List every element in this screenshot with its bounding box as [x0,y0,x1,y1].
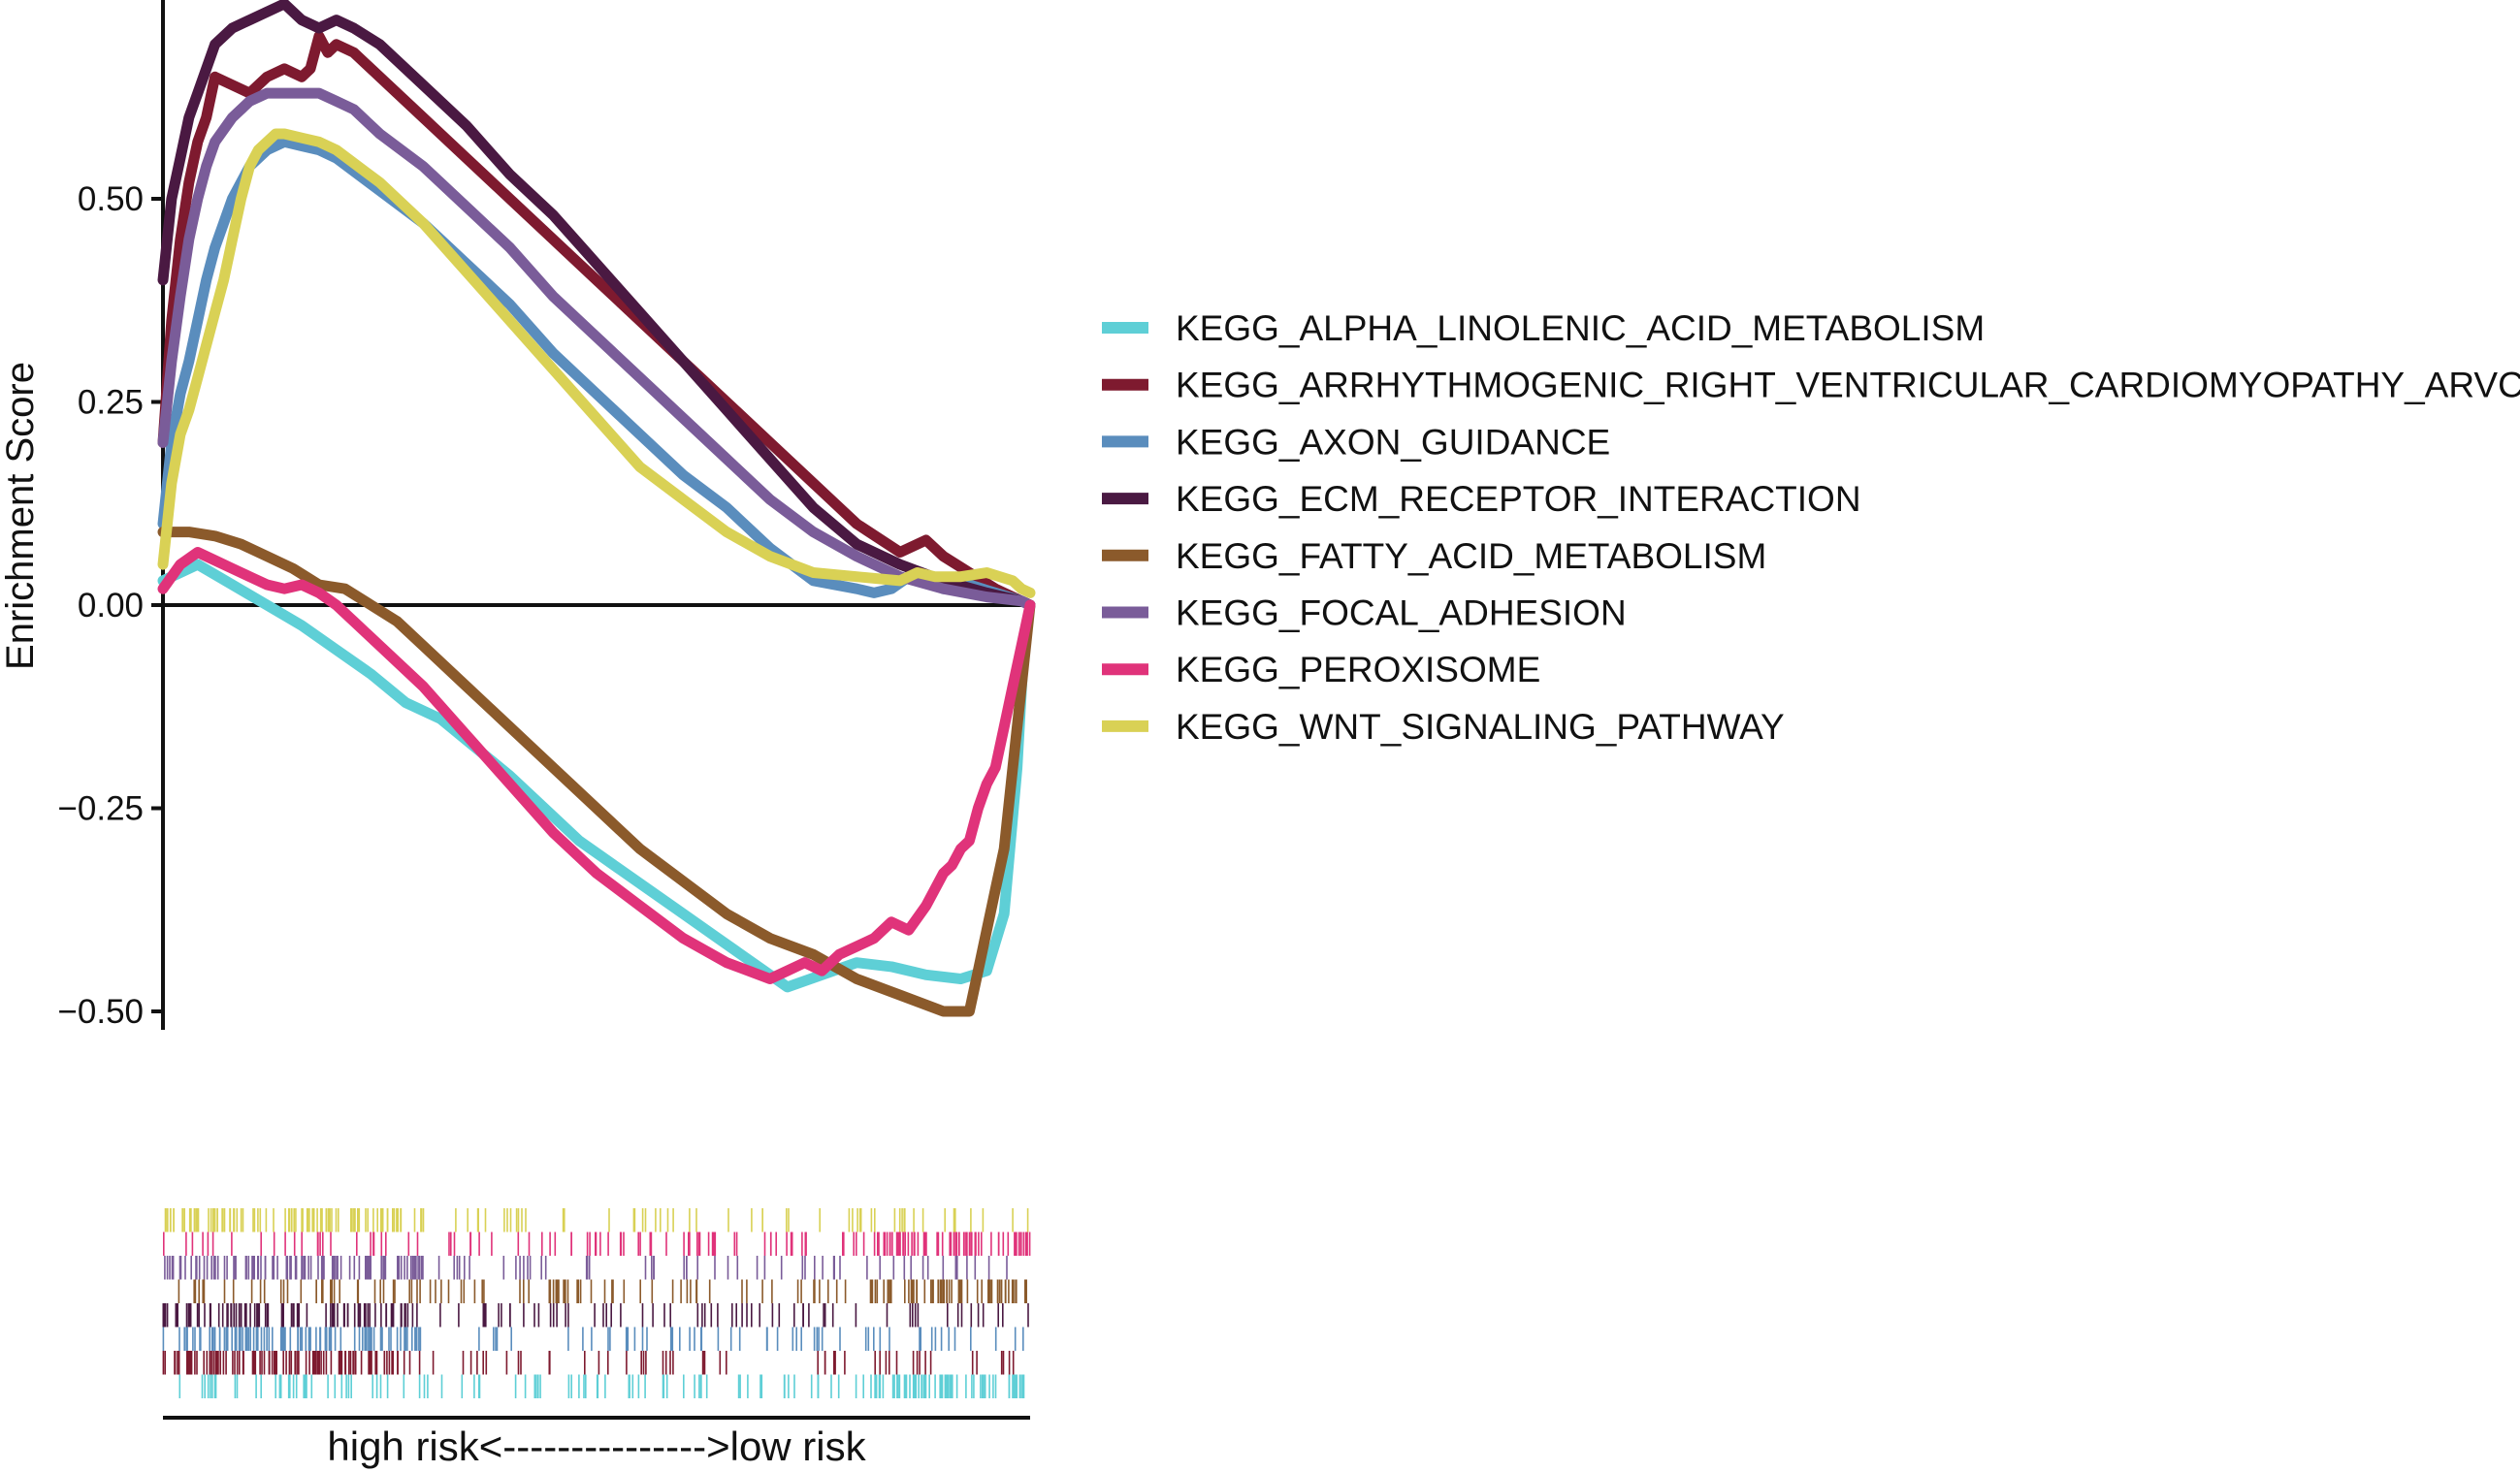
x-axis-title: high risk<--------------->low risk [327,1424,866,1469]
legend-label: KEGG_AXON_GUIDANCE [1176,422,1610,462]
plot-area: 0.50 0.25 0.00 −0.25 −0.50 [57,0,1036,1031]
y-tick-label: −0.50 [57,993,144,1031]
legend-label: KEGG_WNT_SIGNALING_PATHWAY [1176,707,1785,747]
legend: KEGG_ALPHA_LINOLENIC_ACID_METABOLISM KEGG… [1102,308,2520,747]
y-tick-label: −0.25 [57,790,144,828]
series-line-kegg-axon-guidance [157,136,1036,611]
legend-label: KEGG_ALPHA_LINOLENIC_ACID_METABOLISM [1176,308,1985,348]
series-line-kegg-peroxisome [157,547,1036,984]
series-line-kegg-arrhythmogenic-right-ventricular-cardiomyopathy-arvc [157,30,1036,611]
y-tick-label: 0.00 [78,587,144,624]
series-line-kegg-fatty-acid-metabolism [157,527,1036,1017]
legend-label: KEGG_ARRHYTHMOGENIC_RIGHT_VENTRICULAR_CA… [1176,366,2520,405]
legend-label: KEGG_ECM_RECEPTOR_INTERACTION [1176,479,1861,519]
series-lines [157,0,1036,1017]
series-line-kegg-alpha-linolenic-acid-metabolism [157,559,1036,993]
series-line-kegg-focal-adhesion [157,87,1036,611]
rug-plot [162,1208,1031,1398]
series-line-kegg-ecm-receptor-interaction [157,0,1036,611]
y-ticks: 0.50 0.25 0.00 −0.25 −0.50 [57,180,163,1031]
y-axis-title: Enrichment Score [0,362,42,670]
series-line-kegg-wnt-signaling-pathway [157,128,1036,598]
legend-label: KEGG_FOCAL_ADHESION [1176,593,1627,633]
y-tick-label: 0.25 [78,384,144,422]
legend-label: KEGG_FATTY_ACID_METABOLISM [1176,536,1766,576]
y-tick-label: 0.50 [78,180,144,218]
legend-label: KEGG_PEROXISOME [1176,650,1540,689]
